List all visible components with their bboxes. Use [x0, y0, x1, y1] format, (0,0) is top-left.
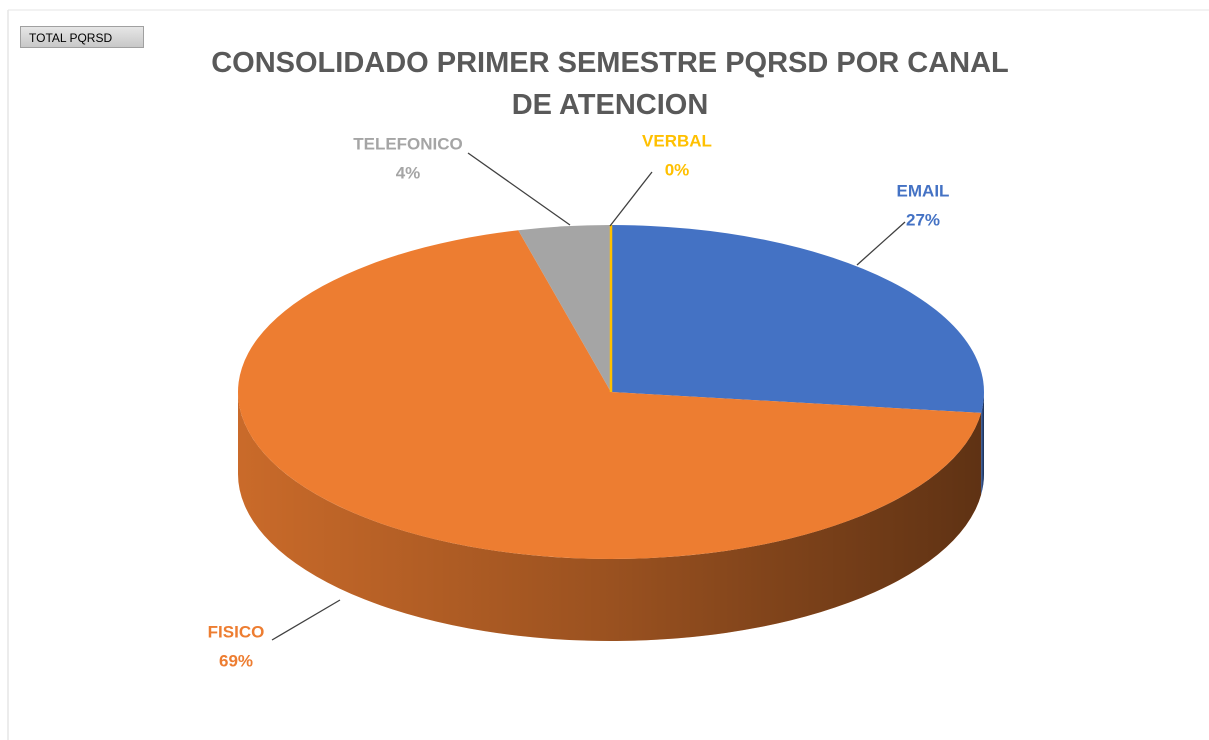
slice-side-shade: [981, 392, 984, 495]
data-label-value: 69%: [219, 651, 253, 670]
leader-line: [856, 221, 906, 266]
data-label-value: 27%: [906, 210, 940, 229]
data-label-name: FISICO: [208, 622, 265, 641]
data-label-value: 4%: [396, 163, 421, 182]
leader-line: [271, 599, 341, 641]
leader-line: [467, 152, 571, 226]
slice-side-shade: [238, 392, 982, 642]
leader-line: [609, 171, 653, 227]
slice: [518, 225, 611, 392]
data-label-value: 0%: [665, 160, 690, 179]
data-label-name: TELEFONICO: [353, 134, 463, 153]
total-button[interactable]: TOTAL PQRSD: [20, 26, 144, 48]
slice: [237, 230, 982, 559]
slice: [611, 225, 984, 413]
chart-title: CONSOLIDADO PRIMER SEMESTRE PQRSD POR CA…: [211, 47, 1009, 121]
data-label-name: VERBAL: [642, 131, 712, 150]
data-label-name: EMAIL: [897, 181, 950, 200]
